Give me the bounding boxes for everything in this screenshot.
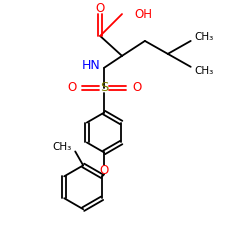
Text: O: O (96, 2, 105, 15)
Text: O: O (132, 81, 141, 94)
Text: CH₃: CH₃ (52, 142, 71, 152)
Text: S: S (100, 81, 108, 94)
Text: CH₃: CH₃ (195, 66, 214, 76)
Text: O: O (67, 81, 76, 94)
Text: O: O (100, 164, 109, 177)
Text: OH: OH (134, 8, 152, 20)
Text: CH₃: CH₃ (195, 32, 214, 42)
Text: HN: HN (81, 59, 100, 72)
